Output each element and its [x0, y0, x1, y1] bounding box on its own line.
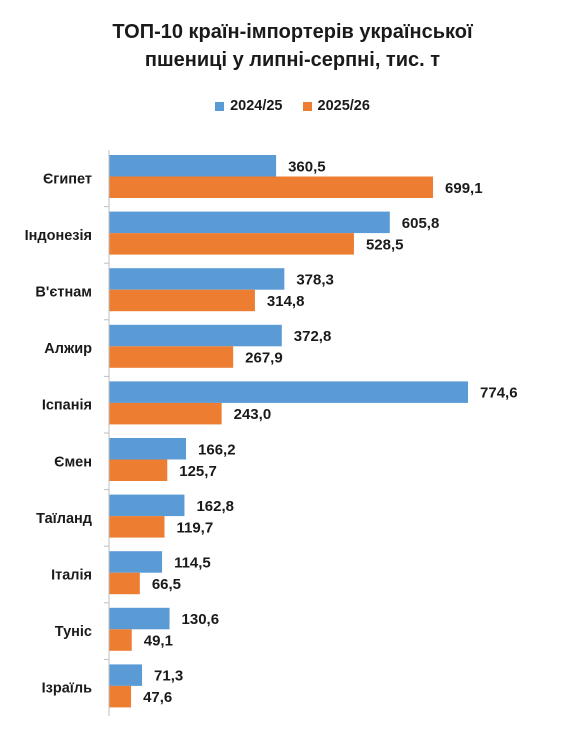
category-label: Алжир — [44, 341, 92, 357]
bar-series-1 — [109, 551, 163, 573]
data-label: 114,5 — [174, 554, 211, 571]
legend-item-series-2: 2025/26 — [302, 98, 370, 114]
data-label: 605,8 — [402, 215, 440, 232]
category-label: Італія — [51, 568, 92, 584]
bar-series-2 — [109, 572, 140, 595]
category-label: В'єтнам — [35, 285, 92, 301]
bar-series-1 — [109, 494, 185, 517]
data-label: 130,6 — [182, 611, 220, 628]
data-label: 66,5 — [152, 576, 181, 593]
data-label: 125,7 — [179, 463, 217, 480]
bar-series-2 — [109, 289, 255, 312]
category-label: Іспанія — [42, 398, 92, 414]
category-label: Ємен — [54, 454, 92, 470]
data-label: 372,8 — [294, 328, 332, 345]
category-label: Туніс — [55, 624, 92, 640]
data-label: 49,1 — [144, 633, 173, 650]
data-label: 267,9 — [245, 350, 283, 367]
bar-series-2 — [109, 459, 168, 481]
data-label: 314,8 — [267, 293, 305, 310]
data-label: 47,6 — [143, 689, 172, 706]
data-label: 166,2 — [198, 441, 236, 458]
bar-series-2 — [109, 346, 234, 368]
legend-swatch-series-1 — [215, 101, 225, 111]
chart-title: ТОП-10 країн-імпортерів української пшен… — [0, 18, 585, 74]
data-label: 71,3 — [154, 668, 183, 685]
bar-series-2 — [109, 402, 222, 425]
legend-swatch-series-2 — [302, 101, 312, 111]
data-label: 378,3 — [296, 271, 334, 288]
legend: 2024/25 2025/26 — [0, 98, 585, 114]
category-label: Таїланд — [36, 511, 92, 527]
bar-series-1 — [109, 381, 469, 403]
bar-series-2 — [109, 176, 434, 198]
data-label: 699,1 — [445, 180, 483, 197]
chart-title-line-2: пшениці у липні-серпні, тис. т — [144, 49, 441, 71]
data-label: 119,7 — [176, 519, 213, 536]
bar-series-1 — [109, 211, 390, 234]
bar-series-1 — [109, 438, 187, 460]
data-label: 243,0 — [234, 406, 272, 423]
data-label: 360,5 — [288, 158, 326, 175]
chart-title-line-1: ТОП-10 країн-імпортерів української — [112, 21, 473, 43]
category-label: Індонезія — [25, 228, 92, 244]
bar-series-1 — [109, 607, 170, 630]
category-label: Єгипет — [43, 171, 92, 187]
bar-series-2 — [109, 629, 132, 651]
bar-series-2 — [109, 685, 132, 708]
bar-series-1 — [109, 155, 277, 177]
legend-item-series-1: 2024/25 — [215, 98, 283, 114]
bar-series-1 — [109, 268, 285, 290]
bar-series-1 — [109, 324, 282, 347]
legend-label-series-1: 2024/25 — [230, 98, 283, 114]
bar-series-1 — [109, 664, 143, 686]
category-label: Ізраїль — [42, 681, 92, 697]
legend-label-series-2: 2025/26 — [317, 98, 370, 114]
data-label: 528,5 — [366, 236, 404, 253]
data-label: 774,6 — [480, 385, 518, 402]
data-label: 162,8 — [196, 498, 234, 515]
bar-series-2 — [109, 516, 165, 538]
bar-series-2 — [109, 233, 354, 255]
